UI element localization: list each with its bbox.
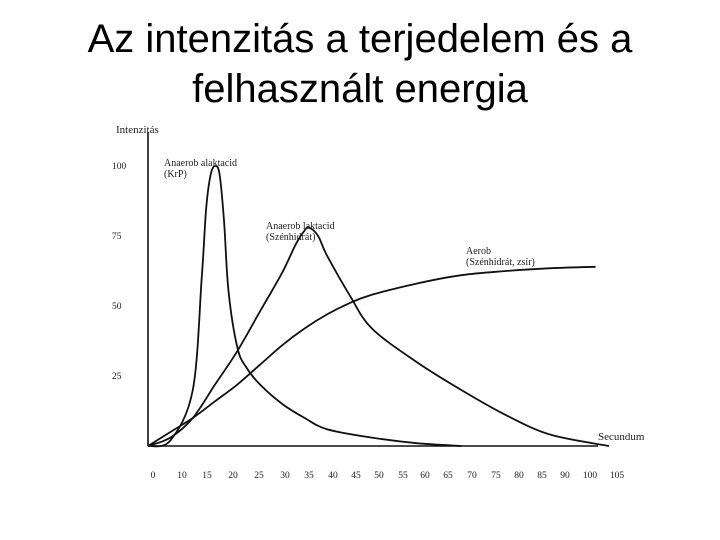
slide-title-line-1: Az intenzitás a terjedelem és a <box>87 17 633 61</box>
x-tick-label: 90 <box>560 471 570 481</box>
x-tick-label: 10 <box>177 471 187 481</box>
chart-axes: Intenzitás Secundum <box>116 124 645 447</box>
x-tick-label: 85 <box>537 471 547 481</box>
x-tick-label: 75 <box>491 471 501 481</box>
series-label-name: Anaerob laktacid <box>266 221 335 232</box>
series-label-source: (KrP) <box>164 169 187 180</box>
x-tick-label: 40 <box>328 471 338 481</box>
y-tick-label: 75 <box>112 232 122 242</box>
x-tick-label: 80 <box>514 471 524 481</box>
chart-series <box>147 165 610 448</box>
x-tick-label: 70 <box>467 471 477 481</box>
x-axis-label: Secundum <box>598 431 645 443</box>
x-tick-label: 55 <box>398 471 408 481</box>
series-label-source: (Szénhidrát, zsír) <box>466 257 535 268</box>
x-tick-label: 65 <box>443 471 453 481</box>
series-label-name: Anaerob alaktacid <box>164 158 237 169</box>
x-tick-label: 30 <box>280 471 290 481</box>
x-tick-label: 50 <box>374 471 384 481</box>
chart-series-labels: Anaerob alaktacid(KrP)Anaerob laktacid(S… <box>164 158 535 268</box>
x-tick-label: 45 <box>351 471 361 481</box>
x-tick-label: 15 <box>202 471 212 481</box>
series-aerob-line <box>147 265 596 447</box>
x-tick-label: 35 <box>304 471 314 481</box>
x-tick-label: 0 <box>151 471 156 481</box>
y-axis-label: Intenzitás <box>116 124 159 136</box>
x-tick-label: 100 <box>583 471 598 481</box>
series-alaktacid-line <box>147 165 462 448</box>
y-tick-label: 50 <box>112 302 122 312</box>
chart-ticks: 0 10 15 20 25 30 35 40 45 50 55 60 65 70 75 80 85 90 100 10… <box>112 162 624 481</box>
x-tick-label: 20 <box>228 471 238 481</box>
slide-title: Az intenzitás a terjedelem és a felhaszn… <box>0 14 720 114</box>
y-tick-label: 100 <box>112 162 127 172</box>
series-laktacid-line <box>147 226 610 447</box>
slide-title-line-2: felhasznált energia <box>192 67 528 111</box>
x-tick-label: 60 <box>420 471 430 481</box>
series-label-source: (Szénhidrát) <box>266 232 315 243</box>
x-tick-label: 105 <box>610 471 625 481</box>
y-tick-label: 25 <box>112 372 122 382</box>
series-label-name: Aerob <box>466 246 491 257</box>
x-tick-label: 25 <box>254 471 264 481</box>
